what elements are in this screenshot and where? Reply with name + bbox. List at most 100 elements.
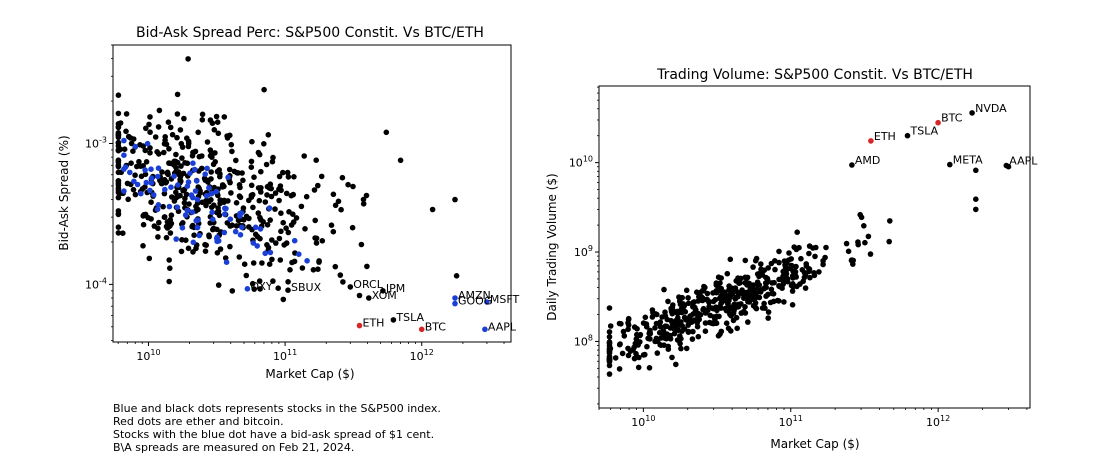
stock-dot [140, 213, 146, 219]
stock-dot [276, 173, 283, 180]
point-label: XOM [372, 289, 397, 302]
stock-dot [166, 257, 172, 263]
one-cent-dot [154, 206, 161, 213]
stock-dot [278, 210, 284, 216]
labeled-point [390, 317, 397, 323]
stock-dot [115, 162, 122, 168]
stock-dot [262, 199, 269, 205]
stock-dot [316, 258, 322, 264]
stock-dot [243, 272, 250, 279]
stock-dot [745, 298, 751, 305]
stock-dot [156, 107, 163, 114]
one-cent-dot [190, 160, 196, 166]
stock-dot [350, 183, 356, 190]
point-label: NVDA [975, 102, 1007, 115]
stock-dot [806, 250, 812, 257]
stock-dot [146, 255, 153, 262]
stock-dot [862, 239, 868, 246]
stock-dot [753, 255, 760, 262]
stock-dot [227, 243, 233, 250]
stock-dot [140, 221, 147, 228]
one-cent-dot [254, 243, 260, 249]
stock-dot [290, 211, 296, 217]
stock-dot [738, 275, 744, 282]
stock-dot [161, 149, 167, 156]
stock-dot [801, 269, 808, 276]
stock-dot [261, 86, 267, 93]
stock-dot [723, 320, 730, 327]
stock-dot [265, 132, 272, 138]
stock-dot [453, 273, 460, 279]
stock-dot [696, 312, 703, 318]
stock-dot [142, 147, 148, 154]
one-cent-dot [168, 184, 174, 190]
stock-dot [259, 260, 265, 266]
stock-dot [681, 314, 688, 321]
one-cent-dot [131, 178, 137, 185]
stock-dot [184, 160, 191, 167]
stock-dot [606, 334, 613, 340]
stock-dot [713, 280, 720, 286]
stock-dot [330, 228, 337, 235]
stock-dot [162, 134, 168, 140]
stock-dot [332, 202, 339, 209]
one-cent-dot [210, 216, 216, 223]
stock-dot [130, 186, 137, 193]
one-cent-dot [192, 188, 199, 194]
stock-dot [677, 340, 683, 347]
stock-dot [229, 288, 236, 294]
stock-dot [251, 286, 257, 292]
tick-label: 1011 [779, 414, 803, 429]
stock-dot [283, 240, 290, 246]
stock-dot [313, 235, 320, 242]
footnote-line: B\A spreads are measured on Feb 21, 2024… [113, 441, 355, 454]
stock-dot [789, 288, 796, 294]
stock-dot [278, 228, 284, 235]
stock-dot [185, 245, 192, 252]
stock-dot [719, 289, 725, 296]
stock-dot [169, 160, 175, 167]
stock-dot [754, 271, 761, 277]
one-cent-dot [185, 179, 192, 185]
one-cent-dot [174, 204, 181, 210]
one-cent-dot [213, 188, 220, 195]
stock-dot [680, 301, 686, 307]
stock-dot [731, 302, 738, 309]
stock-dot [762, 285, 768, 291]
stock-dot [276, 197, 282, 204]
one-cent-dot [194, 178, 200, 184]
stock-dot [647, 336, 653, 342]
one-cent-dot [187, 170, 193, 176]
stock-dot [178, 163, 184, 169]
point-label: AMD [855, 154, 881, 167]
volume-x-label: Market Cap ($) [770, 437, 859, 451]
stock-dot [632, 340, 639, 347]
stock-dot [288, 222, 295, 228]
point-label: OXY [250, 280, 272, 293]
one-cent-dot [150, 192, 157, 198]
stock-dot [130, 148, 136, 154]
stock-dot [125, 196, 131, 203]
stock-dot [358, 241, 365, 248]
stock-dot [745, 319, 751, 325]
stock-dot [644, 343, 650, 350]
stock-dot [179, 155, 185, 161]
stock-dot [727, 256, 734, 263]
stock-dot [696, 316, 702, 323]
stock-dot [285, 279, 291, 285]
stock-dot [228, 190, 234, 196]
stock-dot [193, 203, 199, 210]
stock-dot [204, 139, 211, 145]
stock-dot [649, 307, 656, 313]
stock-dot [226, 166, 233, 173]
labeled-point [482, 326, 488, 333]
point-label: TSLA [395, 311, 424, 324]
one-cent-dot [166, 203, 173, 210]
stock-dot [790, 281, 796, 287]
stock-dot [134, 163, 140, 170]
stock-dot [625, 326, 631, 333]
stock-dot [730, 317, 737, 324]
one-cent-dot [214, 234, 220, 240]
stock-dot [616, 366, 623, 372]
